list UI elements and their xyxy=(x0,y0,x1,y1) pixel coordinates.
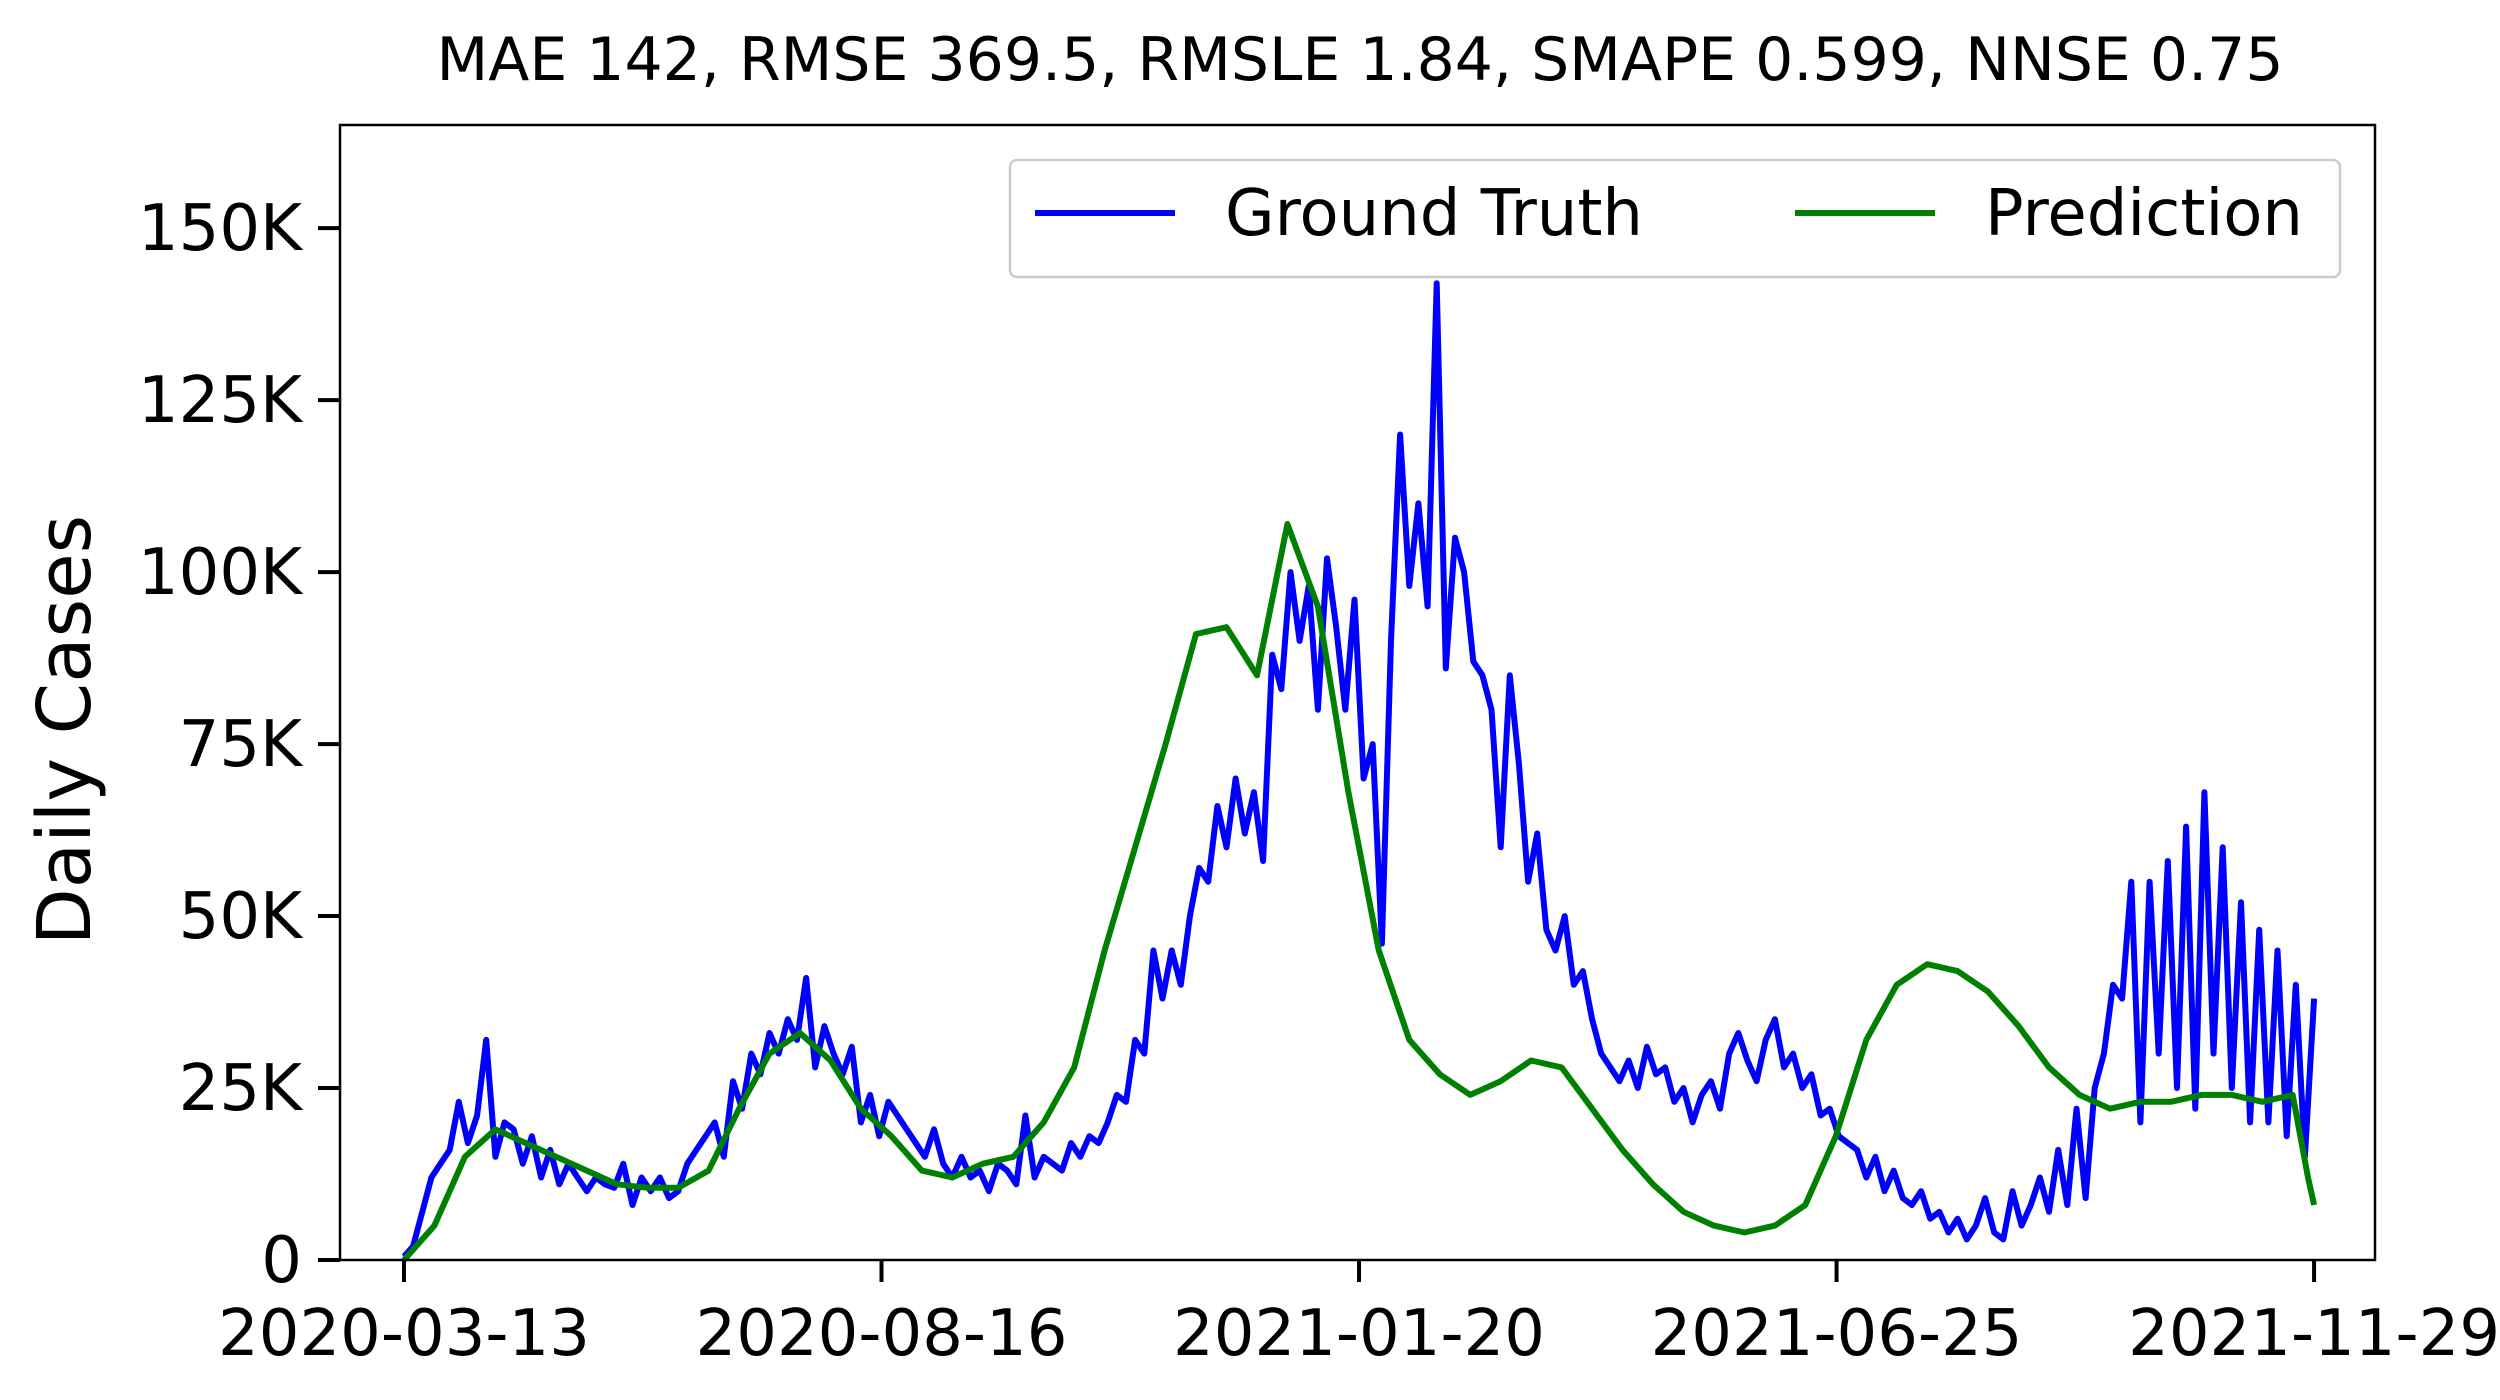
legend: Ground Truth Prediction xyxy=(1008,158,2342,279)
y-tick-label: 125K xyxy=(138,364,304,438)
y-tick-label: 50K xyxy=(179,880,304,954)
x-tick-label: 2020-08-16 xyxy=(696,1297,1068,1371)
series-line-ground-truth xyxy=(401,280,2318,1259)
y-tick-label: 0 xyxy=(261,1224,302,1298)
series-layer xyxy=(401,280,2318,1262)
x-axis: 2020-03-13 2020-08-16 2021-01-20 2021-06-25… xyxy=(218,1260,2500,1371)
y-tick-label: 100K xyxy=(138,536,304,610)
series-line-prediction xyxy=(401,521,2318,1262)
x-tick-label: 2020-03-13 xyxy=(218,1297,590,1371)
legend-label-ground-truth: Ground Truth xyxy=(1225,177,1643,251)
x-tick-label: 2021-11-29 xyxy=(2128,1297,2500,1371)
chart-title: MAE 142, RMSE 369.5, RMSLE 1.84, SMAPE 0… xyxy=(437,25,2284,95)
y-tick-label: 75K xyxy=(179,708,304,782)
y-axis: 0 25K 50K 75K 100K 125K 150K xyxy=(138,192,340,1298)
y-tick-label: 25K xyxy=(179,1052,304,1126)
x-tick-label: 2021-06-25 xyxy=(1651,1297,2023,1371)
y-tick-label: 150K xyxy=(138,192,304,266)
legend-box xyxy=(1008,158,2342,279)
x-tick-label: 2021-01-20 xyxy=(1173,1297,1545,1371)
y-axis-label: Daily Cases xyxy=(22,515,108,945)
legend-label-prediction: Prediction xyxy=(1985,177,2303,251)
